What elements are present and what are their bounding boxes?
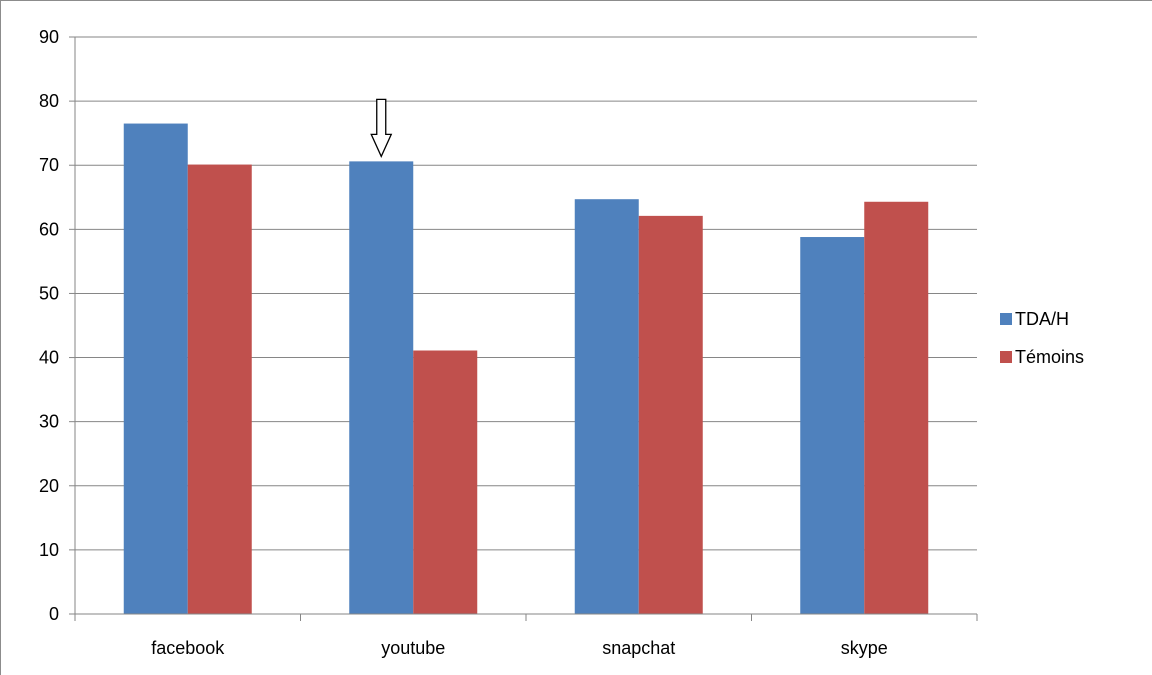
- bar-skype-tmoins: [864, 201, 929, 614]
- x-tick-label-youtube: youtube: [381, 638, 445, 658]
- bar-facebook-tdah: [123, 123, 188, 615]
- bar-snapchat-tdah: [574, 199, 639, 614]
- legend-swatch-tmoins: [1000, 351, 1012, 363]
- axes: [74, 37, 978, 621]
- y-tick-label-20: 20: [39, 476, 59, 496]
- y-tick-label-30: 30: [39, 412, 59, 432]
- y-tick-label-90: 90: [39, 27, 59, 47]
- bar-youtube-tmoins: [413, 350, 478, 614]
- legend-label-tdah: TDA/H: [1015, 309, 1069, 329]
- y-tick-labels: 0 10 20 30 40 50 60 70 80 90: [39, 27, 75, 624]
- legend-swatch-tdah: [1000, 313, 1012, 325]
- legend: TDA/H Témoins: [1000, 309, 1084, 367]
- y-tick-label-50: 50: [39, 283, 59, 303]
- bar-snapchat-tmoins: [638, 215, 703, 614]
- bar-facebook-tmoins: [187, 164, 252, 614]
- bar-youtube-tdah: [349, 161, 414, 614]
- legend-label-tmoins: Témoins: [1015, 347, 1084, 367]
- y-tick-label-40: 40: [39, 348, 59, 368]
- x-tick-label-skype: skype: [841, 638, 888, 658]
- y-tick-label-70: 70: [39, 155, 59, 175]
- annotations: [370, 98, 393, 158]
- bar-skype-tdah: [800, 237, 865, 614]
- y-tick-label-80: 80: [39, 91, 59, 111]
- y-tick-label-60: 60: [39, 219, 59, 239]
- y-tick-label-0: 0: [49, 604, 59, 624]
- bars: [123, 123, 929, 615]
- x-tick-label-snapchat: snapchat: [602, 638, 675, 658]
- x-tick-label-facebook: facebook: [151, 638, 225, 658]
- x-tick-labels: facebook youtube snapchat skype: [151, 638, 888, 658]
- y-tick-label-10: 10: [39, 540, 59, 560]
- down-arrow-icon: [370, 98, 393, 158]
